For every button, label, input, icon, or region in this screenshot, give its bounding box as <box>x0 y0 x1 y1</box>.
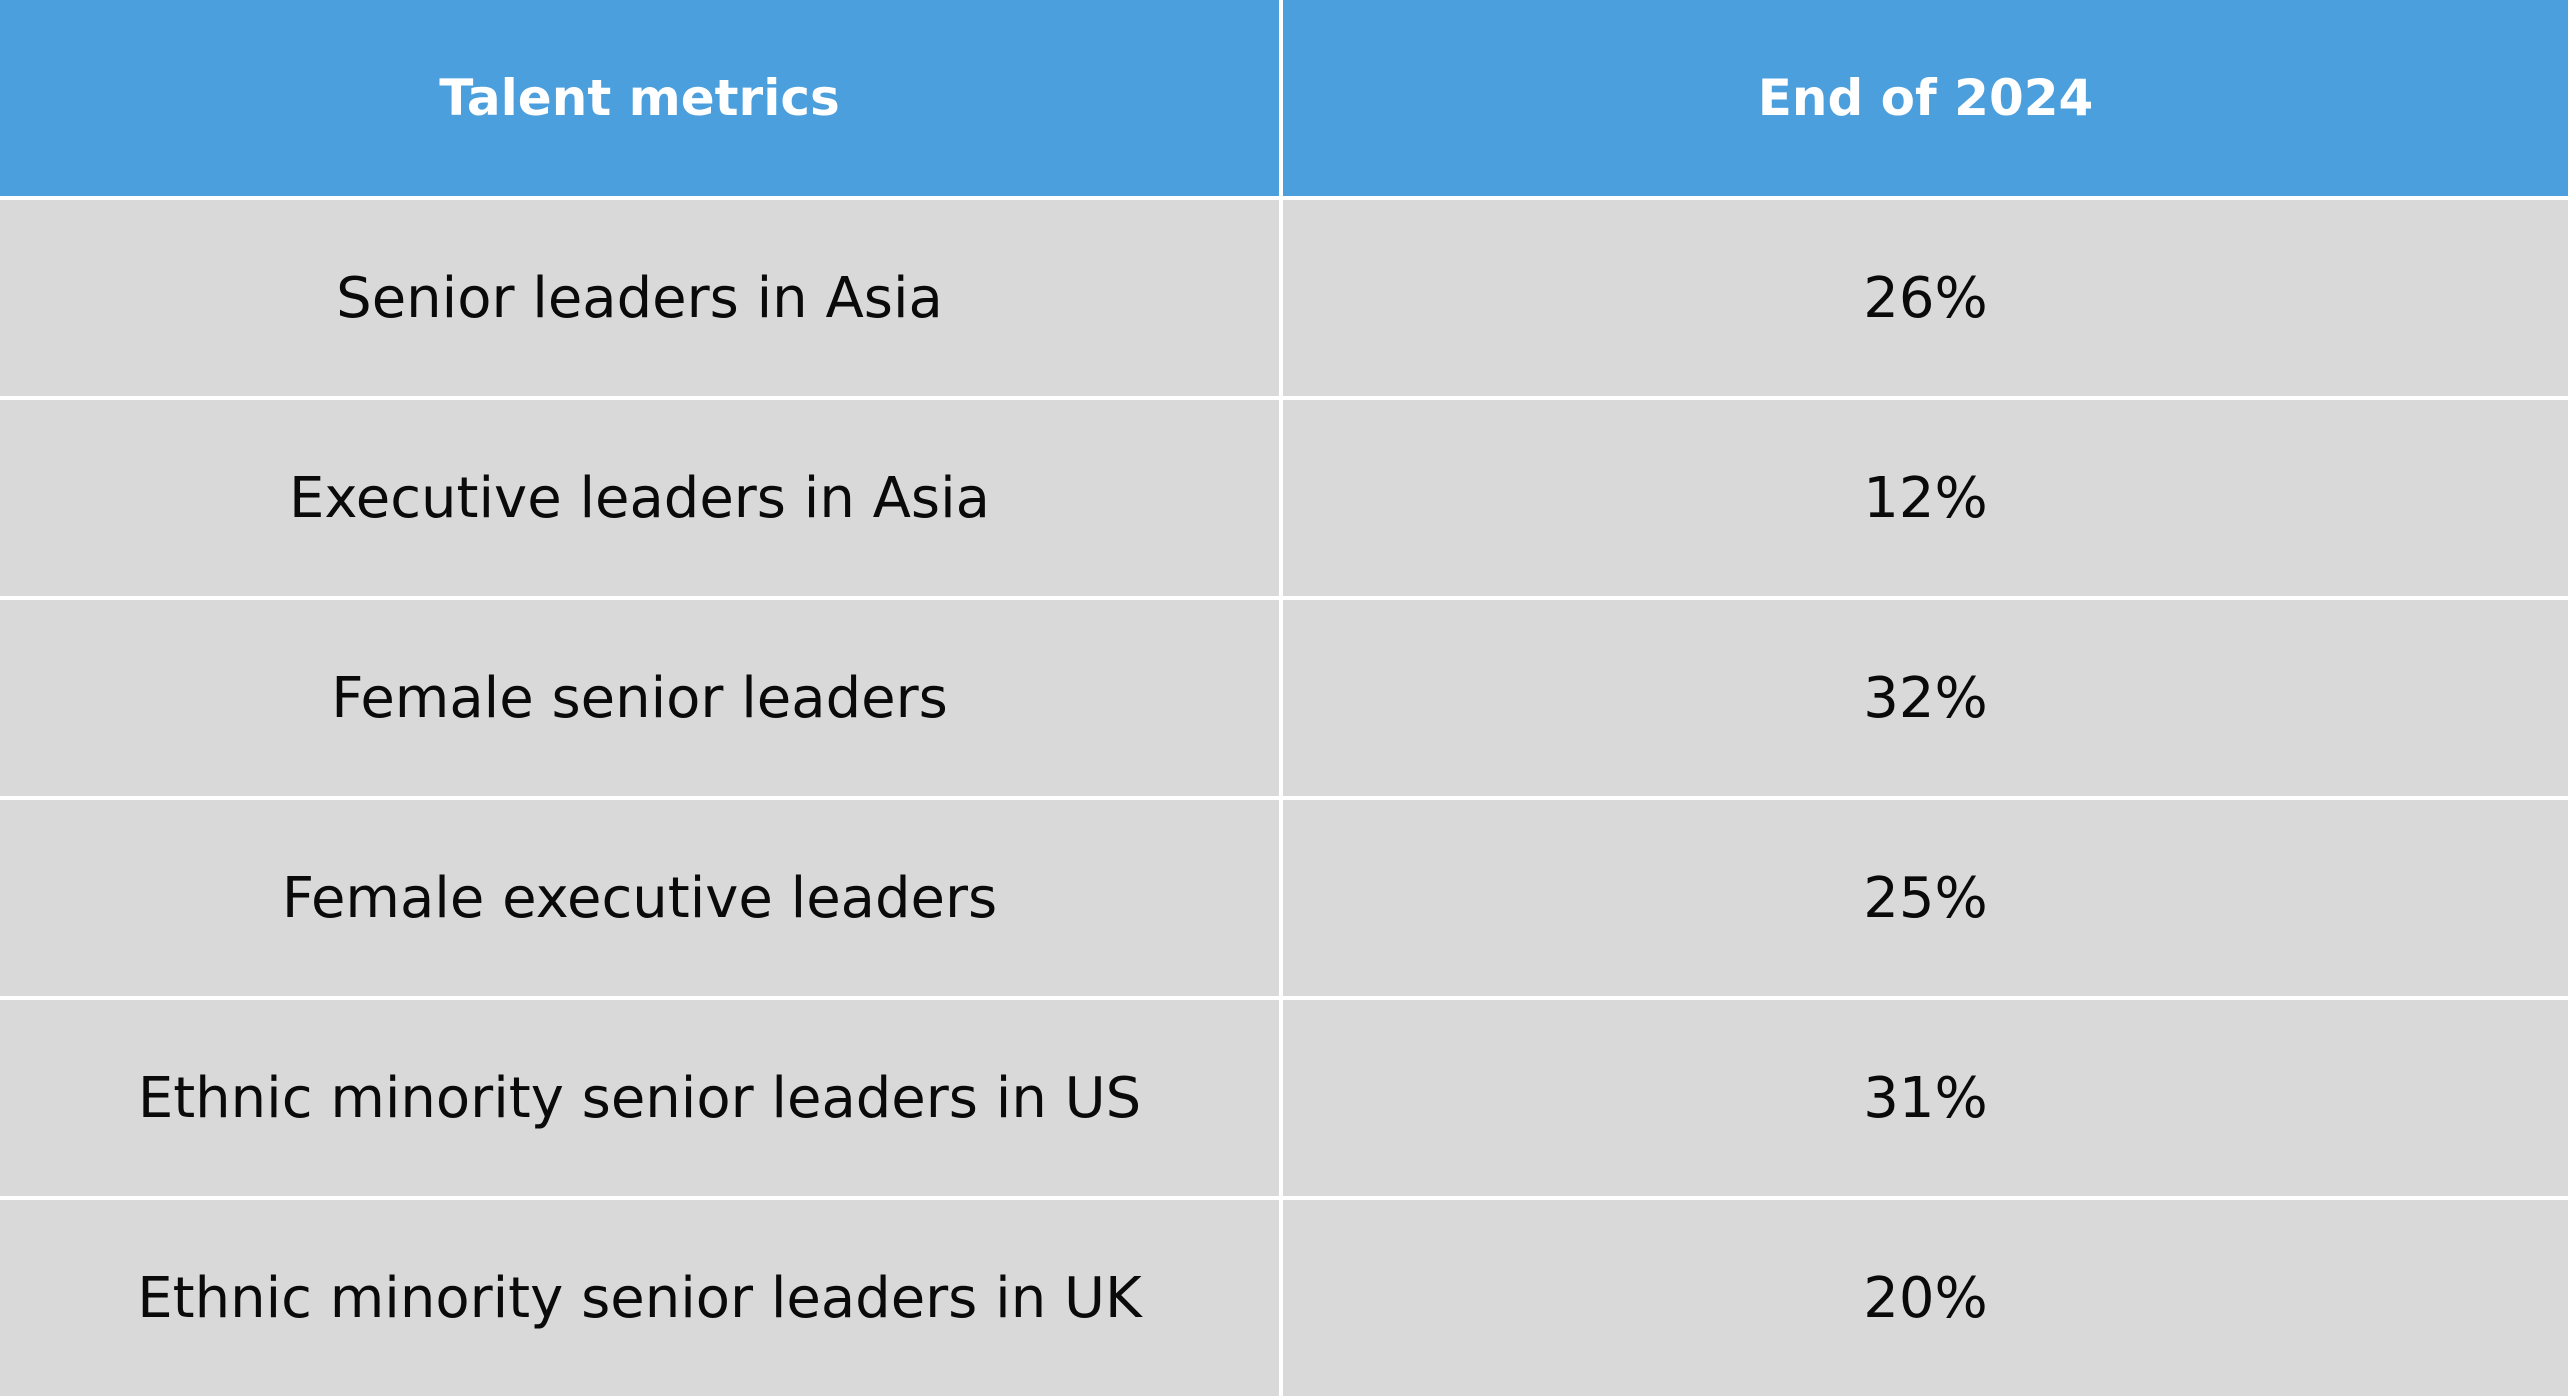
value-cell: 12% <box>1283 400 2568 596</box>
value-cell: 32% <box>1283 600 2568 796</box>
column-header-end-of-2024: End of 2024 <box>1283 0 2568 196</box>
metric-cell: Executive leaders in Asia <box>0 400 1279 596</box>
value-cell: 25% <box>1283 800 2568 996</box>
metric-cell: Ethnic minority senior leaders in US <box>0 1000 1279 1196</box>
metric-cell: Female senior leaders <box>0 600 1279 796</box>
value-cell: 20% <box>1283 1200 2568 1396</box>
column-header-metric: Talent metrics <box>0 0 1279 196</box>
value-cell: 26% <box>1283 200 2568 396</box>
metric-cell: Ethnic minority senior leaders in UK <box>0 1200 1279 1396</box>
value-cell: 31% <box>1283 1000 2568 1196</box>
metric-cell: Female executive leaders <box>0 800 1279 996</box>
metric-cell: Senior leaders in Asia <box>0 200 1279 396</box>
